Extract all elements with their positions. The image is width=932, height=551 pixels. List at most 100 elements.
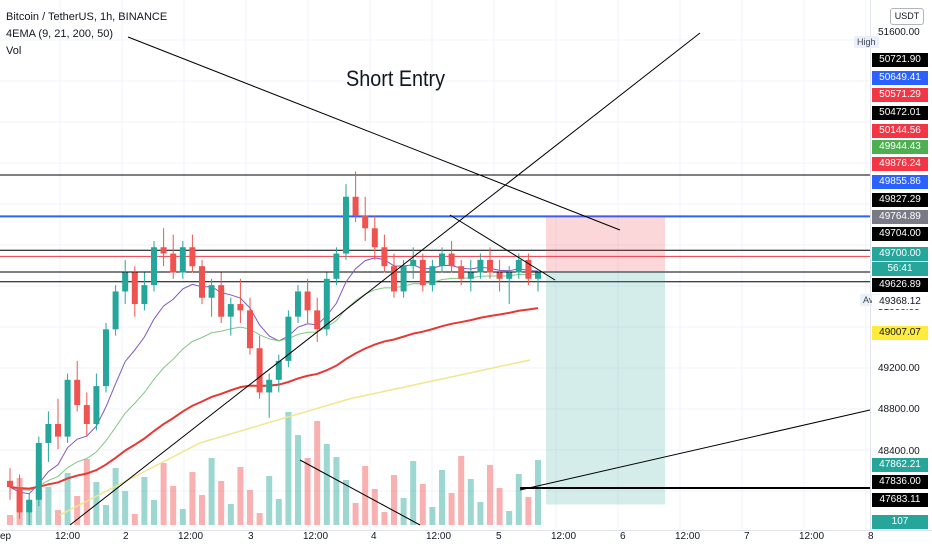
price-tag: 49827.29 [872,193,928,207]
volume-bar [7,515,13,525]
volume-bar [419,484,426,525]
candle-body [218,285,225,317]
ema-indicator-legend[interactable]: 4EMA (9, 21, 200, 50) [6,28,114,40]
candle-body [381,247,388,267]
volume-bar [429,507,436,525]
volume-bar [199,495,205,525]
time-axis[interactable] [0,530,932,551]
volume-bar [247,490,253,525]
candle-body [122,272,129,292]
time-label: 12:00 [178,531,204,542]
ema-line [9,307,539,490]
candle-body [83,405,90,424]
volume-bar [218,481,225,525]
candle-body [247,310,253,349]
volume-bar [64,473,71,525]
volume-bar [343,480,349,525]
candle-body [266,379,273,393]
candle-body [371,228,378,248]
candle-body [391,266,397,292]
volume-bar [439,470,445,525]
volume-bar [237,467,244,525]
time-label: 12:00 [551,531,577,542]
stop-loss-zone [546,216,665,272]
price-tag: 49704.00 [872,227,928,241]
volume-bar [525,497,532,525]
candle-body [170,253,177,273]
candle-body [333,253,340,279]
candle-body [343,196,349,254]
volume-bar [285,412,292,525]
candle-body [55,424,61,437]
candle-body [179,247,186,273]
candle-body [7,480,13,488]
candle-body [458,266,465,279]
volume-bar [151,500,157,525]
candle-body [93,386,100,424]
volume-bar [467,479,474,525]
candle-body [103,329,109,387]
candle-body [352,196,359,216]
volume-bar [45,487,52,525]
short-entry-annotation[interactable]: Short Entry [346,66,446,91]
volume-bar [256,513,263,525]
time-label: 2 [123,531,129,542]
candle-body [314,310,321,330]
price-tag: 50721.90 [872,53,928,67]
price-tag: 47862.21 [872,458,928,472]
volume-bar [477,502,484,525]
price-tag: 50144.56 [872,124,928,138]
ema-line [59,359,531,516]
volume-bar [179,509,186,525]
candle-body [535,272,541,279]
candle-body [237,304,244,311]
candle-body [16,487,23,513]
price-tag: 49764.89 [872,210,928,224]
candle-body [189,247,196,267]
currency-unit-button[interactable]: USDT [890,8,924,25]
volume-bar [74,496,81,525]
time-label: 8 [868,531,874,542]
volume-indicator-legend[interactable]: Vol [6,45,22,57]
volume-bar [515,474,522,525]
candle-body [515,259,522,273]
trend-lines[interactable] [69,32,871,526]
price-tag: 56:41 [872,262,928,276]
volume-bar [141,477,148,525]
candle-body [26,499,33,513]
candles[interactable] [7,171,541,526]
price-tag: 50571.29 [872,88,928,102]
volume-bar [112,468,119,525]
volume-bar [314,421,321,525]
price-tag: 50472.01 [872,106,928,120]
candle-body [160,247,167,254]
volume-bar [487,465,493,525]
volume-bar [535,460,541,525]
volume-bar [208,458,215,525]
candle-body [477,259,484,273]
volume-bar [266,476,273,525]
volume-bar [333,457,340,525]
volume-bar [160,463,167,525]
volume-bar [323,444,330,525]
time-label: 12:00 [799,531,825,542]
candle-body [467,272,474,279]
candle-body [227,304,234,317]
trend-line [299,459,421,526]
time-label: 6 [620,531,626,542]
trend-line [449,214,556,281]
candle-body [208,285,215,298]
price-tick: 49200.00 [878,363,920,374]
volume-bar [55,510,61,525]
symbol-title[interactable]: Bitcoin / TetherUS, 1h, BINANCE [6,11,168,23]
short-position-tool[interactable] [546,216,665,505]
candle-body [506,272,513,279]
time-label: 12:00 [55,531,81,542]
price-tick: 48400.00 [878,446,920,457]
price-tag: 49876.24 [872,157,928,171]
high-label: High [854,36,879,48]
ema-line [9,273,539,491]
candle-body [410,259,417,267]
trend-line [127,36,621,231]
